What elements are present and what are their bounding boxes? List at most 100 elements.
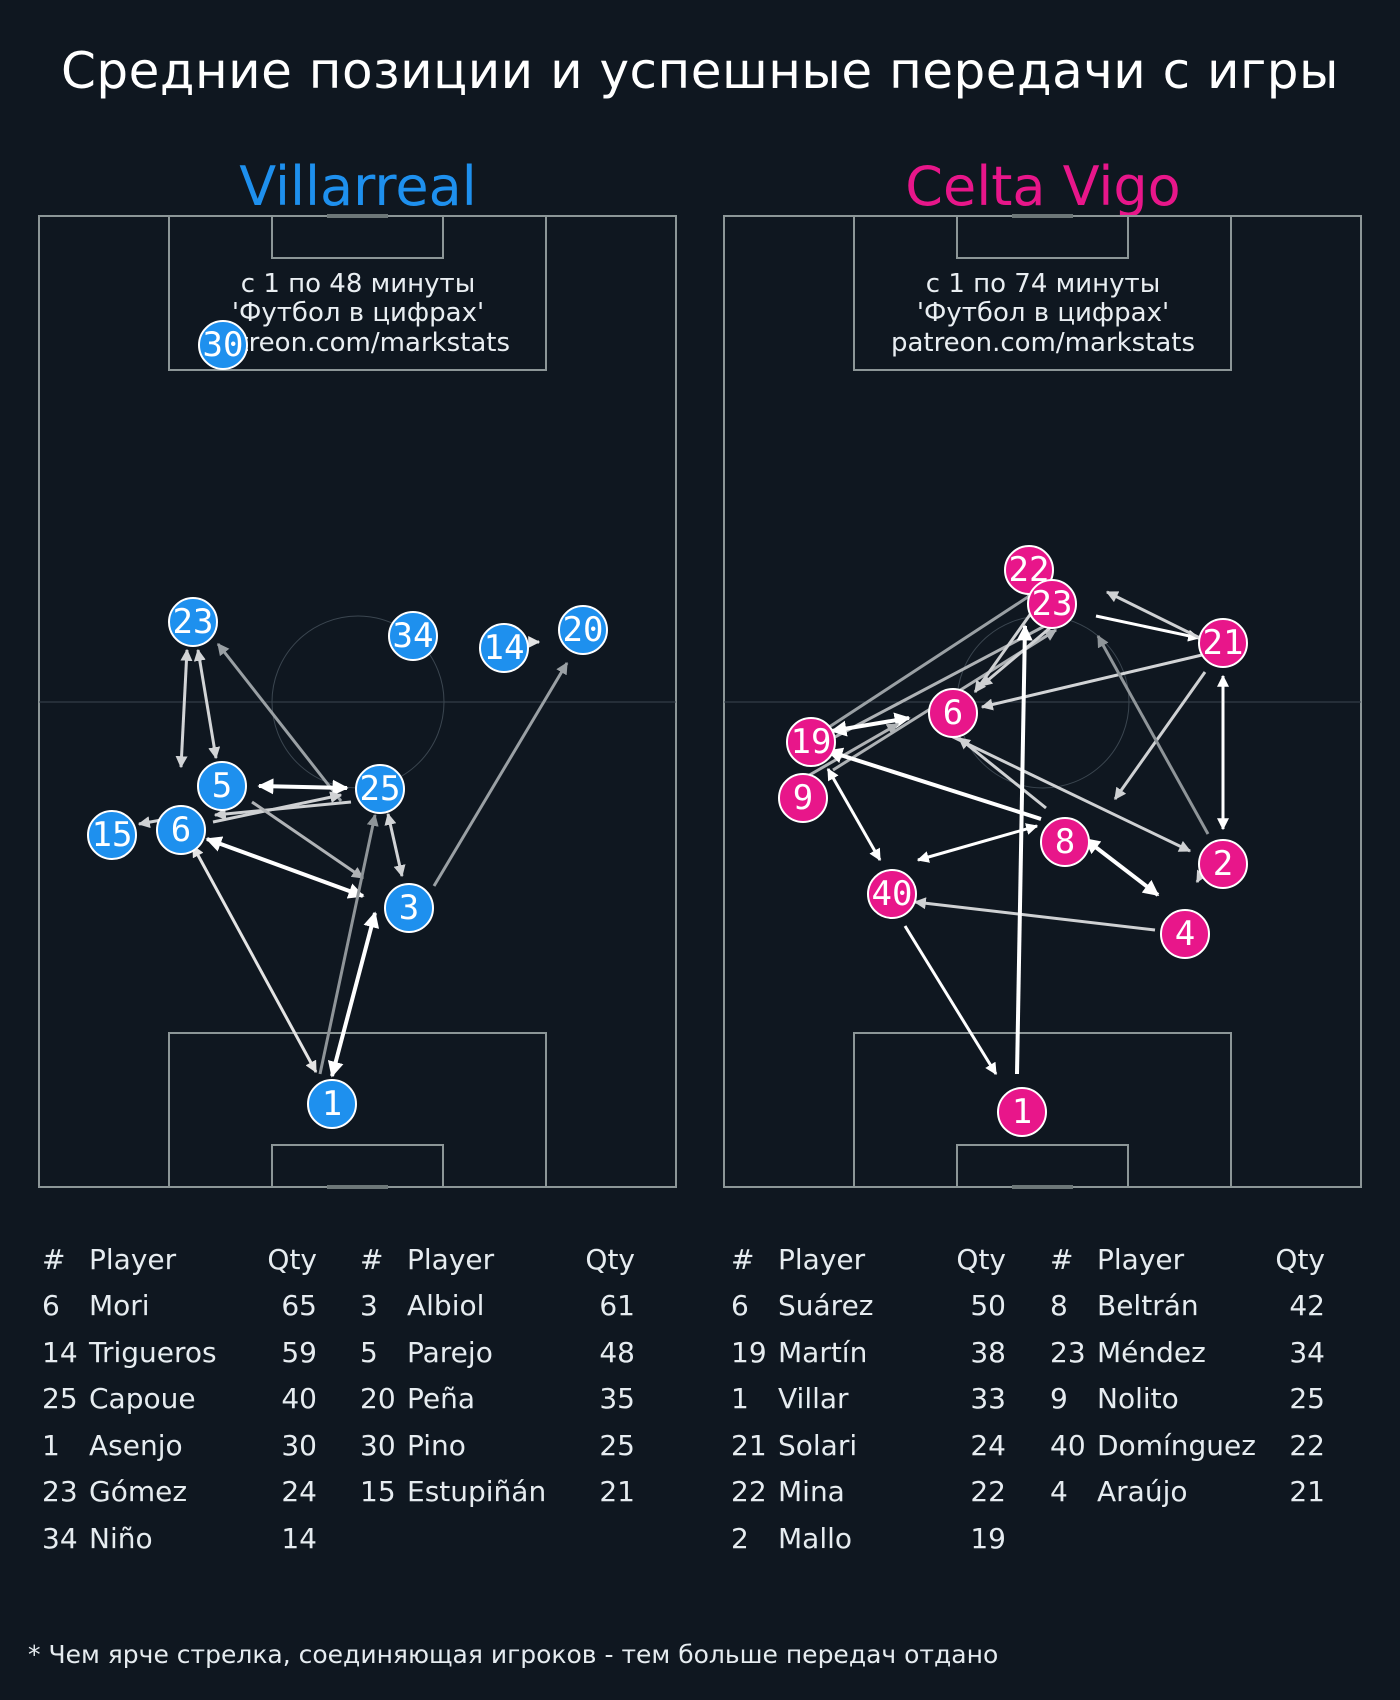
team-title-celta-vigo: Celta Vigo	[905, 155, 1181, 218]
table-row: 23 Gómez 24	[42, 1475, 317, 1509]
col-header-number: #	[731, 1242, 755, 1276]
pitch-villarreal: с 1 по 48 минуты 'Футбол в цифрах' patre…	[38, 214, 677, 1189]
pass-arrow	[191, 844, 318, 1074]
player-node: 5	[197, 761, 247, 811]
player-node: 40	[867, 869, 917, 919]
svg-text:3: 3	[399, 888, 419, 928]
table-row: 20 Peña 35	[360, 1382, 635, 1416]
pass-arrow	[1083, 837, 1160, 897]
svg-text:34: 34	[393, 616, 434, 656]
player-node: 6	[928, 688, 978, 738]
table-row: 1 Asenjo 30	[42, 1428, 317, 1462]
match-info-villarreal: с 1 по 48 минуты 'Футбол в цифрах' patre…	[206, 269, 510, 358]
player-node: 4	[1160, 909, 1210, 959]
celta-stats-table-right: # Player Qty 8 Beltrán 42 23 Méndez 34 9 Noli…	[1050, 1236, 1325, 1515]
svg-text:23: 23	[1032, 584, 1073, 624]
svg-text:14: 14	[484, 628, 525, 668]
col-header-qty: Qty	[585, 1242, 635, 1276]
col-header-number: #	[1050, 1242, 1074, 1276]
table-row: 4 Araújo 21	[1050, 1475, 1325, 1509]
pass-arrow	[830, 712, 911, 737]
pass-arrow	[950, 734, 1192, 853]
pass-arrow	[980, 620, 1058, 688]
table-row: 5 Parejo 48	[360, 1335, 635, 1369]
svg-text:20: 20	[563, 610, 604, 650]
svg-text:15: 15	[92, 815, 133, 855]
table-row: 25 Capoue 40	[42, 1382, 317, 1416]
player-node: 1	[307, 1079, 357, 1129]
player-nodes: 30 23 34 14 20 5 25 15 6 3 1	[87, 320, 608, 1129]
source-url: patreon.com/markstats	[891, 328, 1195, 358]
pass-arrow	[257, 778, 349, 796]
pass-arrow	[805, 722, 900, 779]
pass-arrow	[916, 823, 1039, 863]
pass-arrow	[980, 653, 1203, 711]
pass-arrow	[903, 925, 998, 1076]
player-node: 34	[388, 611, 438, 661]
minutes-range: с 1 по 48 минуты	[241, 269, 475, 299]
svg-text:40: 40	[872, 874, 913, 914]
player-node: 25	[355, 764, 405, 814]
svg-text:6: 6	[171, 810, 191, 850]
player-node: 9	[778, 773, 828, 823]
pitch-markings	[723, 214, 1362, 1189]
pass-arrow	[1015, 624, 1033, 1075]
pass-arrow	[175, 648, 193, 769]
player-node: 1	[997, 1087, 1047, 1137]
footnote: * Чем ярче стрелка, соединяющая игроков …	[28, 1640, 999, 1669]
table-row: 40 Domínguez 22	[1050, 1428, 1325, 1462]
svg-text:8: 8	[1055, 822, 1075, 862]
player-nodes: 22 23 21 6 19 9 8 2 40 4 1	[778, 545, 1248, 1137]
table-row: 21 Solari 24	[731, 1428, 1006, 1462]
pass-arrow	[826, 767, 882, 862]
table-row: 14 Trigueros 59	[42, 1335, 317, 1369]
svg-text:1: 1	[1012, 1092, 1032, 1132]
pass-arrow	[216, 643, 343, 802]
table-row: 3 Albiol 61	[360, 1289, 635, 1323]
table-header-row: # Player Qty	[42, 1236, 317, 1283]
player-node: 20	[558, 605, 608, 655]
pass-arrow	[205, 836, 365, 899]
player-node: 15	[87, 810, 137, 860]
table-row: 15 Estupiñán 21	[360, 1475, 635, 1509]
pass-arrow	[432, 661, 569, 887]
pass-arrow	[958, 736, 1047, 810]
table-row: 22 Mina 22	[731, 1475, 1006, 1509]
player-node: 30	[198, 320, 248, 370]
player-node: 21	[1198, 618, 1248, 668]
player-node: 23	[168, 597, 218, 647]
player-node: 2	[1198, 839, 1248, 889]
col-header-number: #	[360, 1242, 384, 1276]
pass-arrow	[1096, 634, 1210, 835]
pitch-celta-vigo: с 1 по 74 минуты 'Футбол в цифрах' patre…	[723, 214, 1362, 1189]
pass-arrow	[193, 648, 221, 760]
svg-text:5: 5	[212, 766, 232, 806]
player-node: 23	[1027, 579, 1077, 629]
player-node: 14	[479, 623, 529, 673]
pitch-markings	[38, 214, 677, 1189]
pass-arrow	[251, 800, 364, 880]
col-header-qty: Qty	[956, 1242, 1006, 1276]
pass-arrows	[137, 636, 569, 1078]
svg-text:1: 1	[322, 1084, 342, 1124]
table-row: 6 Mori 65	[42, 1289, 317, 1323]
col-header-number: #	[42, 1242, 66, 1276]
source-url: patreon.com/markstats	[206, 328, 510, 358]
svg-text:23: 23	[173, 602, 214, 642]
table-row: 34 Niño 14	[42, 1521, 317, 1555]
svg-text:6: 6	[943, 693, 963, 733]
svg-text:2: 2	[1213, 844, 1233, 884]
pass-arrows	[805, 589, 1229, 1076]
source-label: 'Футбол в цифрах'	[232, 298, 484, 328]
table-header-row: # Player Qty	[360, 1236, 635, 1283]
pass-arrow	[1095, 614, 1201, 642]
pass-arrow	[384, 812, 406, 878]
table-row: 30 Pino 25	[360, 1428, 635, 1462]
table-row: 9 Nolito 25	[1050, 1382, 1325, 1416]
col-header-qty: Qty	[267, 1242, 317, 1276]
col-header-player: Player	[89, 1242, 177, 1276]
match-info-celta: с 1 по 74 минуты 'Футбол в цифрах' patre…	[891, 269, 1195, 358]
player-node: 19	[786, 717, 836, 767]
svg-text:19: 19	[791, 722, 832, 762]
table-row: 2 Mallo 19	[731, 1521, 1006, 1555]
